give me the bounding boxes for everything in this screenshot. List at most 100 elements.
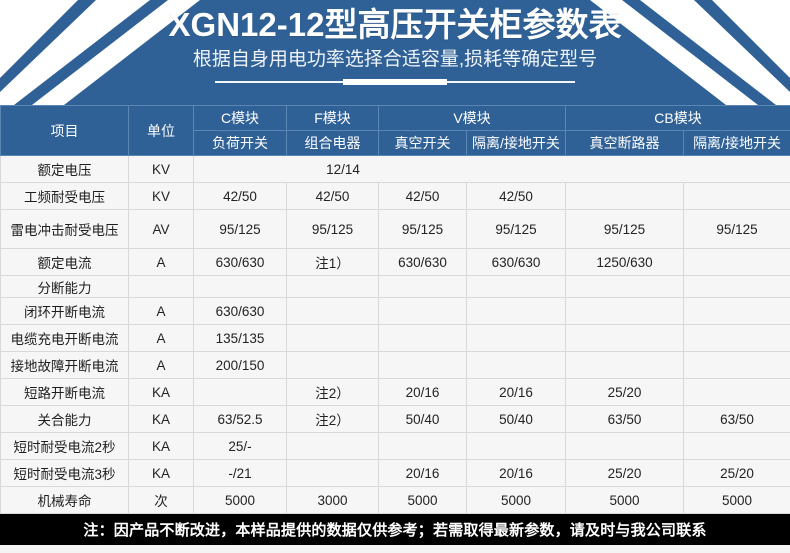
row-value — [467, 325, 566, 352]
row-value — [379, 352, 467, 379]
row-value: 95/125 — [379, 210, 467, 249]
row-value: 95/125 — [194, 210, 287, 249]
row-value: 200/150 — [194, 352, 287, 379]
row-value — [566, 325, 684, 352]
row-label: 关合能力 — [1, 406, 129, 433]
row-value: 5000 — [566, 487, 684, 514]
row-value — [684, 352, 790, 379]
header-sub-vacuum-switch: 真空开关 — [379, 131, 467, 156]
row-value: 5000 — [684, 487, 790, 514]
banner-divider-rule — [215, 79, 575, 86]
header-unit: 单位 — [129, 106, 194, 156]
row-unit: A — [129, 298, 194, 325]
row-unit: KA — [129, 433, 194, 460]
row-unit: A — [129, 249, 194, 276]
row-value: 注1） — [287, 249, 379, 276]
row-unit: A — [129, 352, 194, 379]
page-banner: XGN12-12型高压开关柜参数表 根据自身用电功率选择合适容量,损耗等确定型号 — [0, 0, 790, 105]
row-value — [684, 379, 790, 406]
row-value: 5000 — [467, 487, 566, 514]
row-value: 5000 — [194, 487, 287, 514]
row-value — [467, 352, 566, 379]
row-label: 工频耐受电压 — [1, 183, 129, 210]
row-value: 5000 — [379, 487, 467, 514]
row-value — [287, 433, 379, 460]
row-value — [379, 298, 467, 325]
row-value: -/21 — [194, 460, 287, 487]
row-value: 50/40 — [379, 406, 467, 433]
row-value — [684, 325, 790, 352]
row-value — [287, 460, 379, 487]
row-unit: KV — [129, 156, 194, 183]
row-value: 95/125 — [566, 210, 684, 249]
row-value: 42/50 — [287, 183, 379, 210]
row-label: 短路开断电流 — [1, 379, 129, 406]
row-unit: KA — [129, 379, 194, 406]
row-label: 闭环开断电流 — [1, 298, 129, 325]
row-value: 630/630 — [467, 249, 566, 276]
row-value — [566, 298, 684, 325]
row-label: 电缆充电开断电流 — [1, 325, 129, 352]
spec-sheet-page: XGN12-12型高压开关柜参数表 根据自身用电功率选择合适容量,损耗等确定型号 — [0, 0, 790, 522]
row-value: 95/125 — [287, 210, 379, 249]
row-value: 63/50 — [684, 406, 790, 433]
row-value — [379, 325, 467, 352]
row-value: 95/125 — [467, 210, 566, 249]
row-label: 分断能力 — [1, 276, 129, 298]
header-sub-isolation-earthing-switch-v: 隔离/接地开关 — [467, 131, 566, 156]
row-value-span: 12/14 — [194, 156, 790, 183]
footer-note: 注：因产品不断改进，本样品提供的数据仅供参考；若需取得最新参数，请及时与我公司联… — [0, 514, 790, 545]
header-module-v: V模块 — [379, 106, 566, 131]
row-value — [287, 276, 379, 298]
row-value — [287, 325, 379, 352]
spec-table-wrapper: 项目 单位 C模块 F模块 V模块 CB模块 负荷开关 组合电器 真空开关 隔离… — [0, 105, 790, 514]
row-label: 短时耐受电流3秒 — [1, 460, 129, 487]
row-value — [194, 276, 287, 298]
row-unit: A — [129, 325, 194, 352]
divider-thick-line — [343, 79, 447, 85]
row-value — [287, 352, 379, 379]
row-value: 1250/630 — [566, 249, 684, 276]
row-label: 机械寿命 — [1, 487, 129, 514]
spec-table: 项目 单位 C模块 F模块 V模块 CB模块 负荷开关 组合电器 真空开关 隔离… — [0, 105, 790, 514]
row-value — [566, 352, 684, 379]
row-value: 25/20 — [566, 460, 684, 487]
row-label: 额定电流 — [1, 249, 129, 276]
header-sub-isolation-earthing-switch-cb: 隔离/接地开关 — [684, 131, 790, 156]
row-value: 63/52.5 — [194, 406, 287, 433]
header-item: 项目 — [1, 106, 129, 156]
row-value: 63/50 — [566, 406, 684, 433]
row-value — [467, 276, 566, 298]
row-value — [684, 433, 790, 460]
row-value — [566, 183, 684, 210]
row-value — [194, 379, 287, 406]
row-value — [379, 276, 467, 298]
row-value: 20/16 — [379, 460, 467, 487]
row-label: 接地故障开断电流 — [1, 352, 129, 379]
row-value — [684, 249, 790, 276]
row-value: 25/20 — [684, 460, 790, 487]
row-value: 20/16 — [467, 460, 566, 487]
row-value: 20/16 — [379, 379, 467, 406]
row-value: 42/50 — [379, 183, 467, 210]
page-subtitle: 根据自身用电功率选择合适容量,损耗等确定型号 — [193, 47, 597, 73]
row-value: 3000 — [287, 487, 379, 514]
row-value: 注2） — [287, 379, 379, 406]
row-value — [684, 298, 790, 325]
table-row: 分断能力 — [1, 276, 790, 298]
row-label: 额定电压 — [1, 156, 129, 183]
row-value: 42/50 — [194, 183, 287, 210]
row-unit: 次 — [129, 487, 194, 514]
row-label: 雷电冲击耐受电压 — [1, 210, 129, 249]
row-value — [566, 276, 684, 298]
